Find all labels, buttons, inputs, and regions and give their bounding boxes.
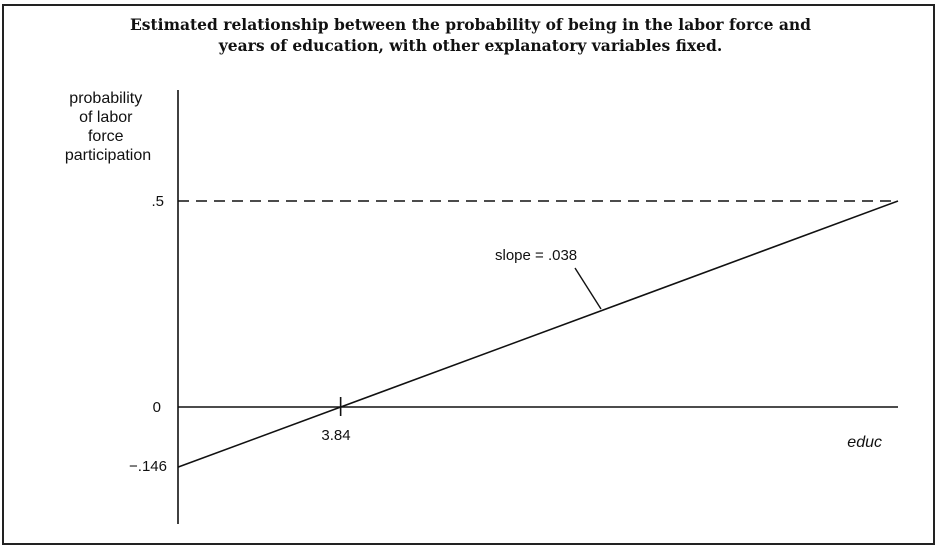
chart-title-line-2: years of education, with other explanato… xyxy=(218,36,723,55)
y-tick-label-half: .5 xyxy=(151,193,164,210)
y-tick-label-zero: 0 xyxy=(153,399,161,416)
y-tick-label-intercept: −.146 xyxy=(129,458,167,475)
x-axis-label: educ xyxy=(847,434,882,451)
x-tick-label-root: 3.84 xyxy=(321,427,350,444)
y-axis-label-line-4: participation xyxy=(65,147,151,164)
slope-annotation: slope = .038 xyxy=(495,247,577,264)
chart-title: Estimated relationship between the proba… xyxy=(0,14,941,56)
y-axis-label-line-1: probability xyxy=(69,90,142,107)
chart-title-line-1: Estimated relationship between the proba… xyxy=(129,15,811,34)
y-axis-label-line-3: force xyxy=(88,128,124,145)
figure-frame xyxy=(2,4,935,545)
regression-line xyxy=(177,200,899,468)
slope-annotation-pointer xyxy=(574,267,602,310)
y-axis-label-line-2: of labor xyxy=(79,109,133,126)
y-axis-label: probability of labor force participation xyxy=(65,90,151,164)
